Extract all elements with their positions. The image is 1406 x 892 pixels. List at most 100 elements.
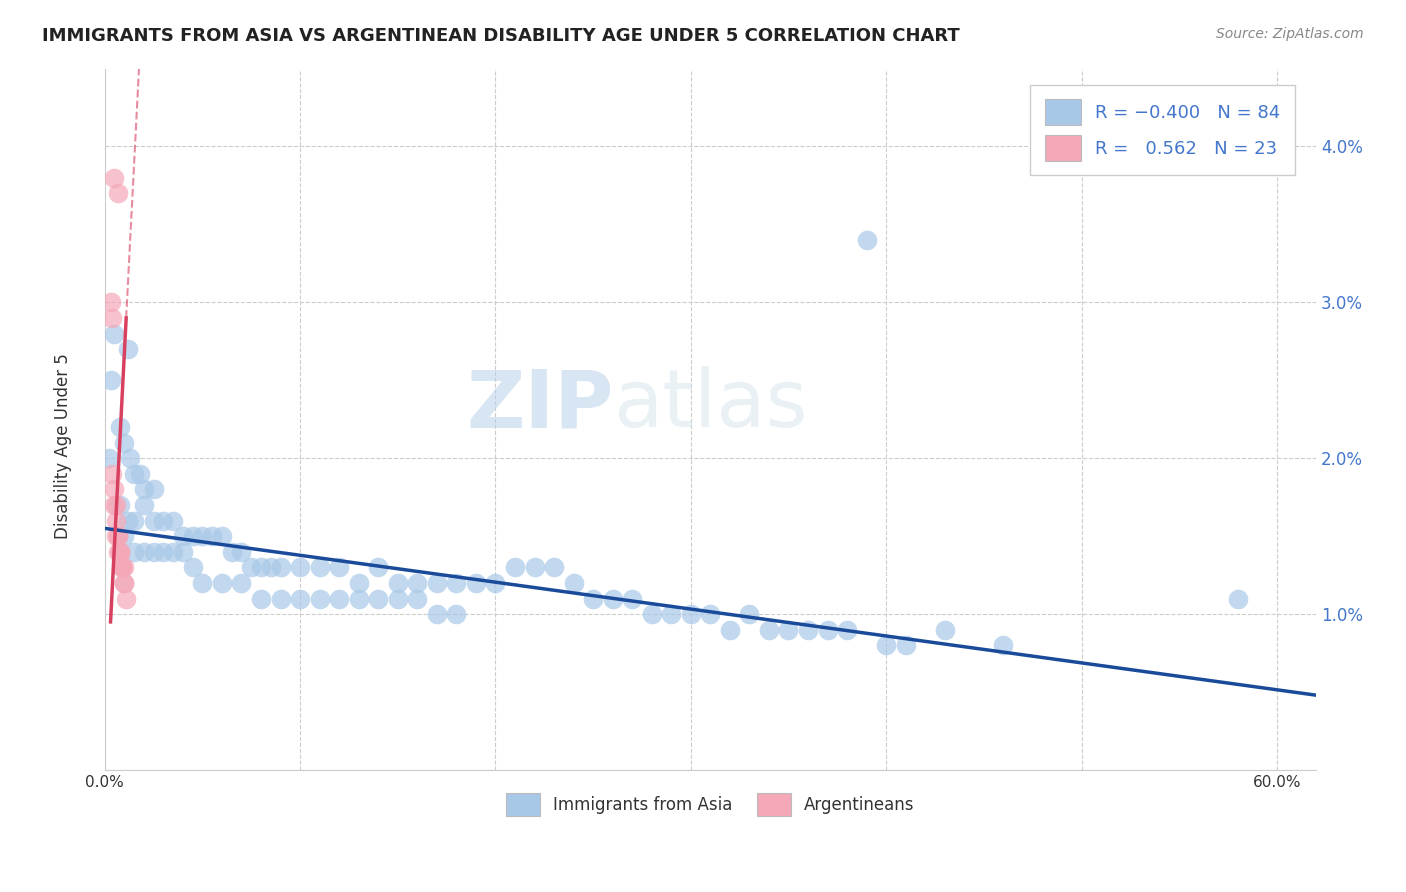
Point [288,560,311,574]
Point [115,591,138,606]
Point [426,607,449,621]
Point [231,576,253,591]
Point [288,591,311,606]
Point [111,560,134,574]
Point [484,576,506,591]
Point [201,529,224,543]
Point [718,623,741,637]
Point [367,560,389,574]
Text: Source: ZipAtlas.com: Source: ZipAtlas.com [1216,27,1364,41]
Point [111,560,134,574]
Point [112,576,135,591]
Text: Disability Age Under 5: Disability Age Under 5 [55,353,72,539]
Point [181,560,204,574]
Text: IMMIGRANTS FROM ASIA VS ARGENTINEAN DISABILITY AGE UNDER 5 CORRELATION CHART: IMMIGRANTS FROM ASIA VS ARGENTINEAN DISA… [42,27,960,45]
Text: atlas: atlas [613,367,808,444]
Point [894,638,917,652]
Point [191,576,214,591]
Point [679,607,702,621]
Point [211,576,233,591]
Point [406,576,429,591]
Point [142,545,165,559]
Point [523,560,546,574]
Point [162,514,184,528]
Point [797,623,820,637]
Point [347,576,370,591]
Text: ZIP: ZIP [467,367,613,444]
Point [122,545,145,559]
Point [835,623,858,637]
Point [110,498,132,512]
Point [817,623,839,637]
Point [758,623,780,637]
Point [132,545,155,559]
Point [172,545,194,559]
Point [328,560,350,574]
Point [446,607,468,621]
Point [112,529,135,543]
Point [112,560,135,574]
Point [105,529,128,543]
Point [328,591,350,606]
Point [100,295,122,310]
Point [240,560,263,574]
Point [142,483,165,497]
Point [387,591,409,606]
Point [152,545,174,559]
Point [426,576,449,591]
Point [107,529,129,543]
Point [101,467,124,481]
Point [503,560,526,574]
Point [152,514,174,528]
Point [107,529,129,543]
Point [162,545,184,559]
Point [142,514,165,528]
Point [107,545,129,559]
Point [464,576,486,591]
Point [117,514,139,528]
Point [120,451,142,466]
Point [103,483,125,497]
Point [270,591,292,606]
Point [582,591,605,606]
Point [562,576,585,591]
Point [128,467,150,481]
Point [387,576,409,591]
Point [875,638,897,652]
Point [122,467,145,481]
Point [543,560,565,574]
Point [934,623,956,637]
Point [111,560,134,574]
Point [112,576,135,591]
Point [110,545,132,559]
Legend: Immigrants from Asia, Argentineans: Immigrants from Asia, Argentineans [498,785,922,825]
Point [105,498,128,512]
Point [993,638,1015,652]
Point [260,560,283,574]
Point [103,170,125,185]
Point [641,607,664,621]
Point [97,451,120,466]
Point [132,483,155,497]
Point [112,435,135,450]
Point [406,591,429,606]
Point [221,545,243,559]
Point [231,545,253,559]
Point [855,233,877,247]
Point [172,529,194,543]
Point [738,607,761,621]
Point [308,560,330,574]
Point [446,576,468,591]
Point [621,591,644,606]
Point [103,326,125,341]
Point [110,420,132,434]
Point [270,560,292,574]
Point [132,498,155,512]
Point [101,310,124,325]
Point [122,514,145,528]
Point [110,545,132,559]
Point [191,529,214,543]
Point [1226,591,1249,606]
Point [250,560,273,574]
Point [105,514,128,528]
